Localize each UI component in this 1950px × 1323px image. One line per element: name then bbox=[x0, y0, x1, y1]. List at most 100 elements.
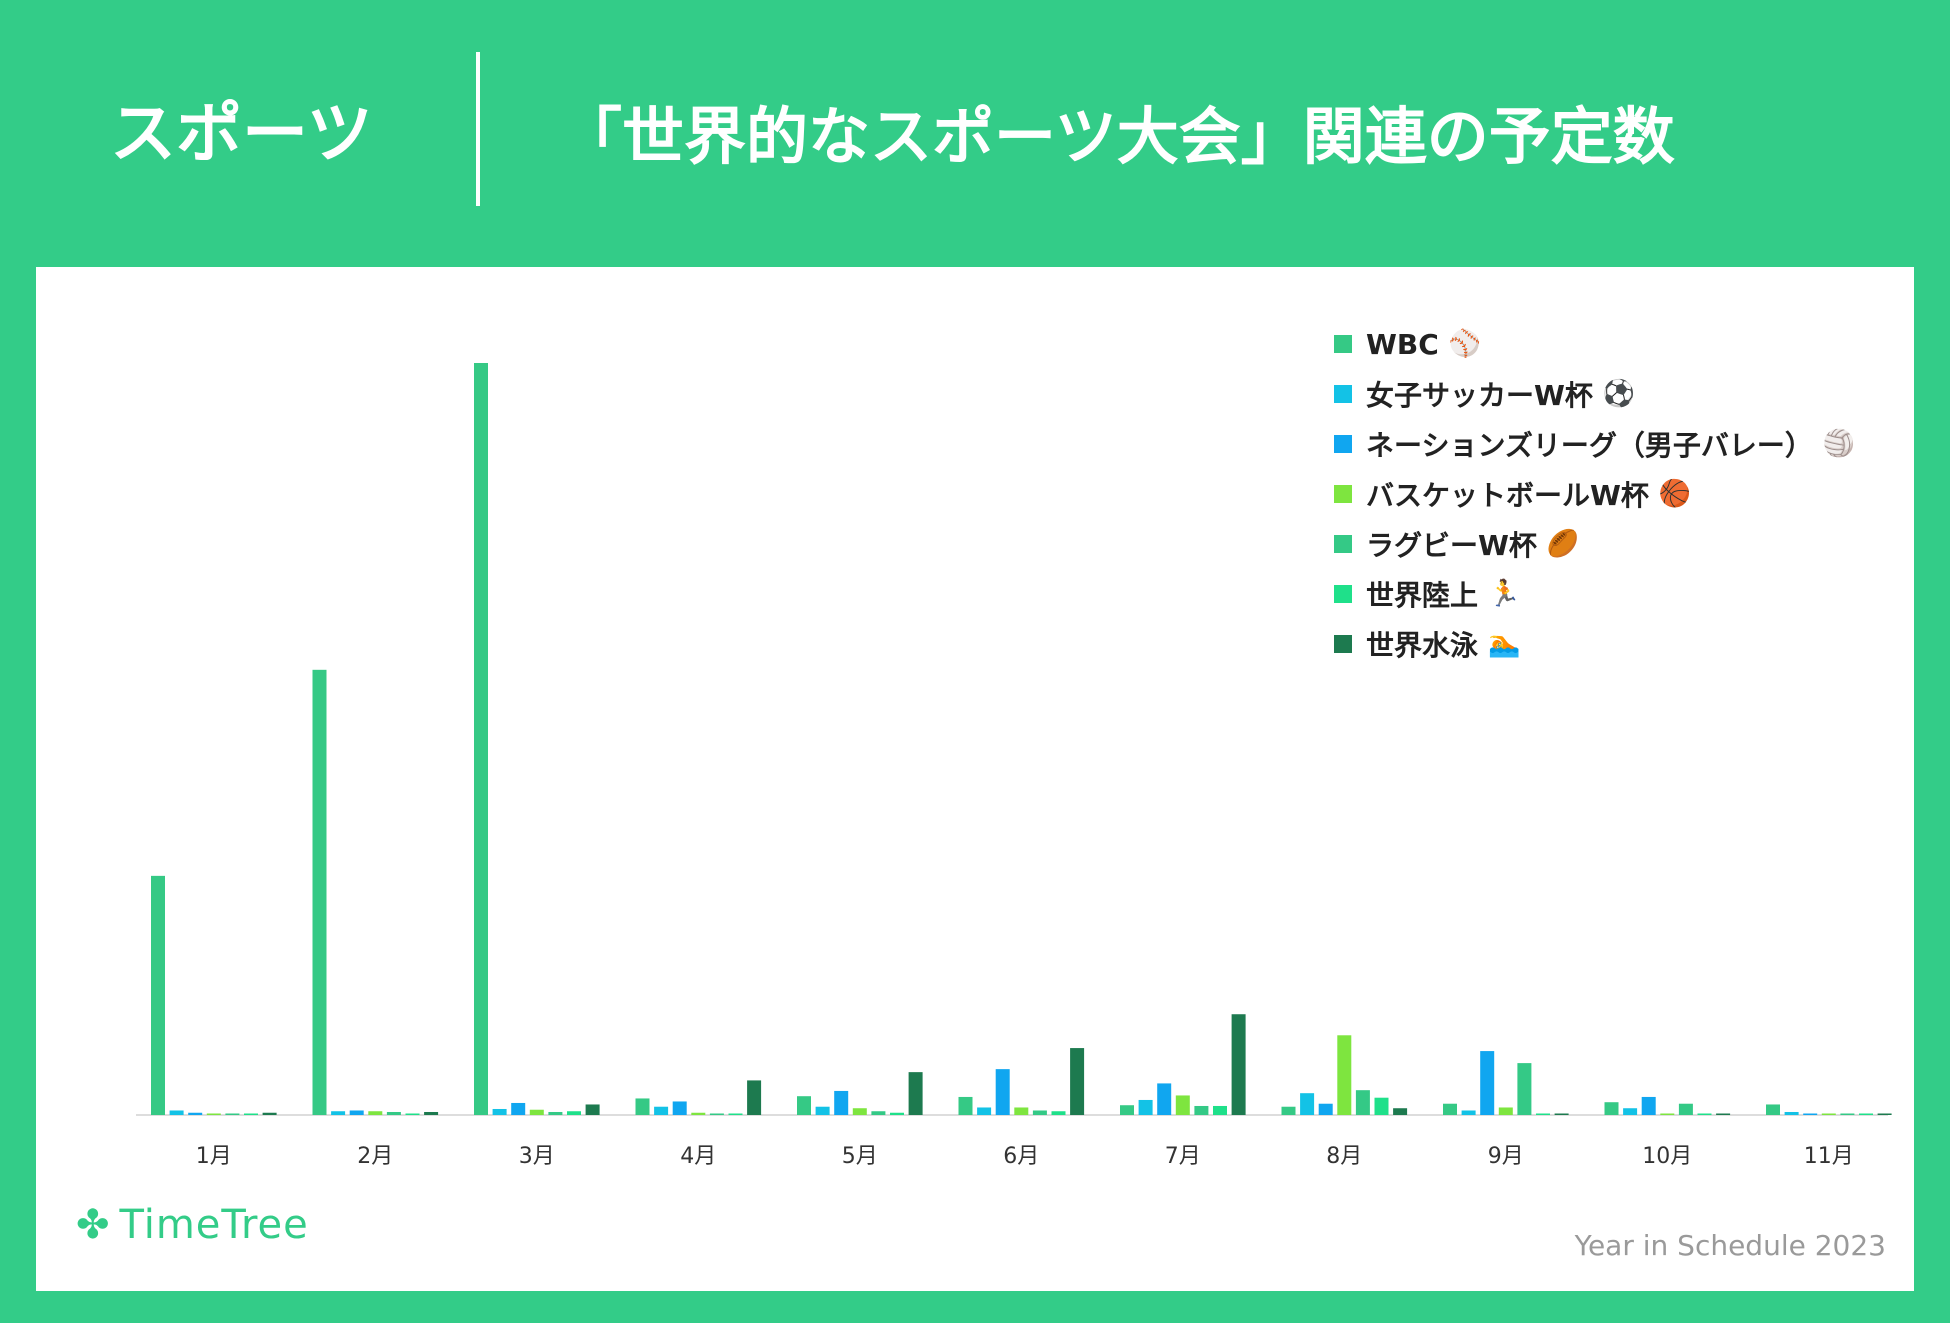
bar bbox=[815, 1106, 830, 1115]
bar bbox=[1623, 1108, 1638, 1115]
bar bbox=[1517, 1063, 1532, 1115]
bar bbox=[1604, 1102, 1619, 1115]
bar bbox=[1536, 1113, 1550, 1115]
leaf-clover-icon: ✤ bbox=[76, 1202, 110, 1248]
bar bbox=[691, 1112, 706, 1115]
bar bbox=[1803, 1113, 1818, 1115]
bar bbox=[797, 1096, 811, 1115]
x-tick-label: 1月 bbox=[196, 1144, 232, 1169]
legend-swatch bbox=[1334, 585, 1352, 603]
bar bbox=[474, 363, 488, 1115]
bar bbox=[1678, 1103, 1693, 1115]
bar bbox=[834, 1090, 849, 1115]
bar bbox=[871, 1111, 886, 1115]
sport-icon: ⚾ bbox=[1448, 329, 1482, 359]
bar bbox=[368, 1111, 383, 1115]
x-tick-label: 7月 bbox=[1165, 1144, 1201, 1169]
legend-label: 世界水泳 bbox=[1366, 629, 1479, 662]
sport-icon: 🏀 bbox=[1658, 479, 1692, 509]
chart-panel: 1月 2月 3月 4月 5月 6月 7月 8月 9月 10月 11月 WBC ⚾ 女子サッカーW杯 ⚽ ネー… bbox=[36, 267, 1914, 1291]
legend-item: 世界水泳 🏊 bbox=[1334, 619, 1855, 669]
bar bbox=[1355, 1090, 1370, 1115]
sport-icon: 🏃 bbox=[1488, 579, 1521, 609]
chart-legend: WBC ⚾ 女子サッカーW杯 ⚽ ネーションズリーグ（男子バレー） 🏐 バスケットボールW杯… bbox=[1334, 319, 1855, 669]
bar bbox=[728, 1113, 743, 1115]
legend-swatch bbox=[1334, 335, 1352, 353]
bar bbox=[1716, 1113, 1731, 1115]
x-tick-label: 6月 bbox=[1003, 1144, 1039, 1169]
bar bbox=[206, 1113, 221, 1115]
bar bbox=[958, 1096, 973, 1115]
bar bbox=[1014, 1107, 1029, 1115]
footer-note: Year in Schedule 2023 bbox=[1574, 1229, 1886, 1262]
bar bbox=[709, 1113, 724, 1115]
x-tick-label: 10月 bbox=[1642, 1144, 1692, 1169]
bar bbox=[635, 1098, 650, 1115]
legend-item: 女子サッカーW杯 ⚽ bbox=[1334, 369, 1855, 419]
bar bbox=[529, 1109, 544, 1115]
legend-label: バスケットボールW杯 bbox=[1366, 479, 1649, 512]
bar bbox=[1281, 1106, 1296, 1115]
bar bbox=[1032, 1110, 1047, 1115]
bar bbox=[1821, 1113, 1836, 1115]
bar bbox=[908, 1072, 923, 1115]
bar bbox=[852, 1108, 867, 1115]
bar bbox=[188, 1112, 203, 1115]
bar bbox=[349, 1110, 364, 1115]
bar bbox=[312, 669, 327, 1115]
bar bbox=[225, 1113, 240, 1115]
bar bbox=[672, 1101, 687, 1115]
x-tick-label: 11月 bbox=[1804, 1144, 1854, 1169]
bar bbox=[262, 1112, 277, 1115]
brand-name: TimeTree bbox=[119, 1202, 309, 1248]
legend-label: ネーションズリーグ（男子バレー） bbox=[1366, 429, 1813, 462]
legend-item: バスケットボールW杯 🏀 bbox=[1334, 469, 1855, 519]
x-tick-label: 4月 bbox=[680, 1144, 716, 1169]
legend-swatch bbox=[1334, 385, 1352, 403]
bar-chart: 1月 2月 3月 4月 5月 6月 7月 8月 9月 10月 11月 bbox=[136, 363, 1892, 1169]
bar bbox=[1175, 1095, 1190, 1115]
bar bbox=[1300, 1093, 1315, 1115]
bar bbox=[405, 1113, 420, 1115]
bar bbox=[1554, 1113, 1569, 1115]
bar bbox=[890, 1112, 904, 1115]
bar bbox=[1877, 1113, 1892, 1115]
bar bbox=[1337, 1035, 1352, 1115]
sport-icon: 🏐 bbox=[1822, 429, 1856, 459]
legend-swatch bbox=[1334, 435, 1352, 453]
bar bbox=[386, 1111, 401, 1115]
bar bbox=[1641, 1096, 1656, 1115]
bar bbox=[151, 875, 165, 1115]
bar bbox=[331, 1111, 346, 1115]
bar bbox=[567, 1111, 581, 1115]
bar bbox=[747, 1080, 762, 1115]
sport-icon: ⚽ bbox=[1602, 379, 1636, 409]
legend-label: 女子サッカーW杯 bbox=[1366, 379, 1593, 412]
bar bbox=[1194, 1105, 1209, 1115]
sport-icon: 🏊 bbox=[1488, 629, 1521, 659]
legend-label: 世界陸上 bbox=[1366, 579, 1479, 612]
bar bbox=[1480, 1051, 1495, 1115]
bar bbox=[1840, 1113, 1855, 1115]
bar bbox=[1213, 1105, 1227, 1115]
bar bbox=[511, 1102, 526, 1115]
x-tick-label: 9月 bbox=[1488, 1144, 1524, 1169]
legend-label: ラグビーW杯 bbox=[1366, 529, 1537, 562]
bar bbox=[1231, 1014, 1246, 1115]
bar bbox=[585, 1104, 600, 1115]
bar bbox=[1120, 1105, 1134, 1115]
bar bbox=[244, 1113, 258, 1115]
brand-logo: ✤ TimeTree bbox=[76, 1202, 309, 1248]
bar bbox=[169, 1110, 184, 1115]
bar bbox=[1766, 1104, 1780, 1115]
header-divider bbox=[476, 52, 480, 206]
bar bbox=[977, 1107, 992, 1115]
legend-swatch bbox=[1334, 485, 1352, 503]
category-title: スポーツ bbox=[110, 95, 373, 172]
legend-item: ネーションズリーグ（男子バレー） 🏐 bbox=[1334, 419, 1855, 469]
bar bbox=[1660, 1113, 1675, 1115]
legend-item: WBC ⚾ bbox=[1334, 319, 1855, 369]
x-tick-label: 2月 bbox=[357, 1144, 393, 1169]
bar bbox=[1318, 1103, 1333, 1115]
bar bbox=[1051, 1111, 1066, 1115]
